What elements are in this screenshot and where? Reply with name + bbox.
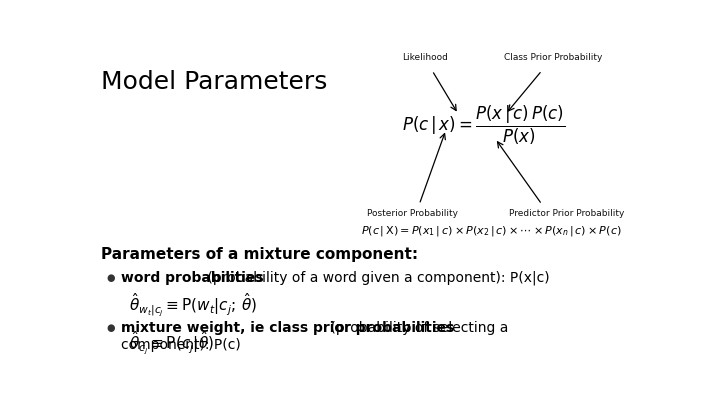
Text: $P(c\,|\,\mathrm{X}) = P(x_1\,|\,c)\times P(x_2\,|\,c)\times\cdots\times P(x_n\,: $P(c\,|\,\mathrm{X}) = P(x_1\,|\,c)\time… xyxy=(361,224,622,238)
Text: $\hat{\theta}_{c_j} \equiv \mathrm{P}(c_j|\hat{\theta})$: $\hat{\theta}_{c_j} \equiv \mathrm{P}(c_… xyxy=(129,330,214,357)
Text: (probability of a word given a component): P(x|c): (probability of a word given a component… xyxy=(203,271,550,285)
Text: ●: ● xyxy=(107,273,115,283)
Text: Predictor Prior Probability: Predictor Prior Probability xyxy=(510,209,625,218)
Text: Class Prior Probability: Class Prior Probability xyxy=(504,53,603,62)
Text: Parameters of a mixture component:: Parameters of a mixture component: xyxy=(101,247,418,262)
Text: Likelihood: Likelihood xyxy=(402,53,448,62)
Text: (probability of selecting a: (probability of selecting a xyxy=(326,321,508,335)
Text: ●: ● xyxy=(107,323,115,333)
Text: component): P(c): component): P(c) xyxy=(121,338,240,352)
Text: Posterior Probability: Posterior Probability xyxy=(367,209,458,218)
Text: $P(c\,|\,x)=\dfrac{P(x\,|\,c)\,P(c)}{P(x)}$: $P(c\,|\,x)=\dfrac{P(x\,|\,c)\,P(c)}{P(x… xyxy=(402,103,565,147)
Text: $\hat{\theta}_{w_t|c_j} \equiv \mathrm{P}(w_t|c_j;\,\hat{\theta})$: $\hat{\theta}_{w_t|c_j} \equiv \mathrm{P… xyxy=(129,292,257,320)
Text: word probabilities: word probabilities xyxy=(121,271,264,285)
Text: mixture weight, ie class prior probabilities: mixture weight, ie class prior probabili… xyxy=(121,321,454,335)
Text: Model Parameters: Model Parameters xyxy=(101,70,328,94)
